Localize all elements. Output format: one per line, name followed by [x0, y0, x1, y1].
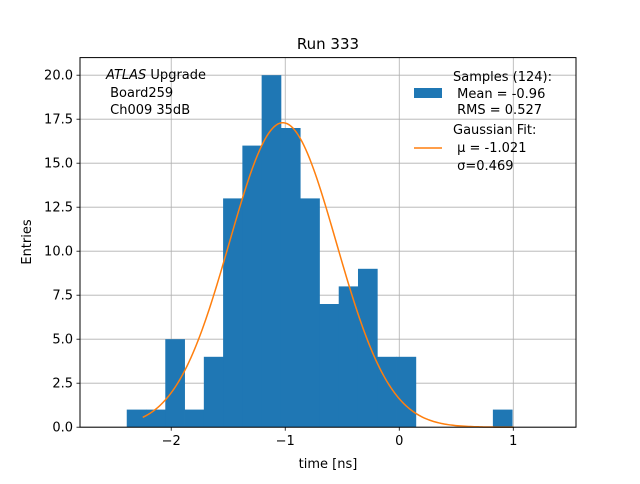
histogram-bar	[492, 409, 513, 428]
y-axis-ticks: 0.0 2.5 5.0 7.5 10.0 12.5 15.0 17.5 20.0	[44, 69, 80, 436]
legend-swatch-samples	[414, 88, 442, 98]
histogram-bar	[357, 268, 378, 428]
chart-title: Run 333	[297, 35, 359, 53]
histogram-bar	[300, 198, 320, 428]
histogram-bar	[319, 304, 340, 428]
histogram-bar	[126, 409, 147, 428]
legend: Samples (124): Mean = -0.96 RMS = 0.527 …	[414, 70, 552, 174]
legend-samples-line-2: Mean = -0.96	[453, 87, 545, 102]
histogram-bar	[280, 128, 301, 428]
histogram-bar	[146, 409, 166, 428]
x-tick-label: 0	[395, 434, 403, 449]
legend-fit-line-2: μ = -1.021	[453, 141, 526, 156]
annotation-board: Board259	[106, 86, 173, 101]
histogram-bar	[261, 75, 282, 428]
annotation-line-1: ATLAS Upgrade	[105, 68, 206, 83]
annotation-channel: Ch009 35dB	[106, 103, 190, 118]
x-tick-label: −2	[162, 434, 181, 449]
annotation-upgrade: Upgrade	[150, 68, 206, 83]
histogram-bar	[165, 339, 185, 428]
x-tick-label: −1	[276, 434, 295, 449]
annotation-block: ATLAS Upgrade Board259 Ch009 35dB	[105, 68, 206, 118]
histogram-bar	[203, 356, 224, 428]
y-tick-label: 2.5	[52, 377, 73, 392]
histogram-bar	[184, 409, 205, 428]
legend-samples-line-1: Samples (124):	[453, 70, 552, 85]
x-axis-label: time [ns]	[299, 457, 358, 472]
y-tick-label: 17.5	[44, 113, 73, 128]
legend-fit-line-1: Gaussian Fit:	[453, 123, 536, 138]
legend-samples-line-3: RMS = 0.527	[453, 103, 542, 118]
legend-fit-line-3: σ=0.469	[453, 159, 513, 174]
histogram-bar	[396, 356, 417, 428]
y-tick-label: 20.0	[44, 69, 73, 84]
y-tick-label: 5.0	[52, 333, 73, 348]
x-axis-ticks: −2 −1 0 1	[162, 427, 517, 449]
y-tick-label: 7.5	[52, 289, 73, 304]
histogram-bar	[242, 145, 263, 428]
histogram-bar	[338, 286, 359, 428]
y-tick-label: 10.0	[44, 245, 73, 260]
annotation-experiment: ATLAS	[105, 68, 146, 83]
x-tick-label: 1	[509, 434, 517, 449]
gaussian-fit-curve	[142, 121, 514, 428]
histogram-bar	[223, 198, 243, 428]
y-tick-label: 0.0	[52, 421, 73, 436]
y-axis-label: Entries	[20, 219, 35, 265]
y-tick-label: 15.0	[44, 157, 73, 172]
y-tick-label: 12.5	[44, 201, 73, 216]
fit-line	[142, 121, 514, 428]
plot-frame	[79, 57, 577, 428]
histogram-bars	[126, 75, 513, 428]
